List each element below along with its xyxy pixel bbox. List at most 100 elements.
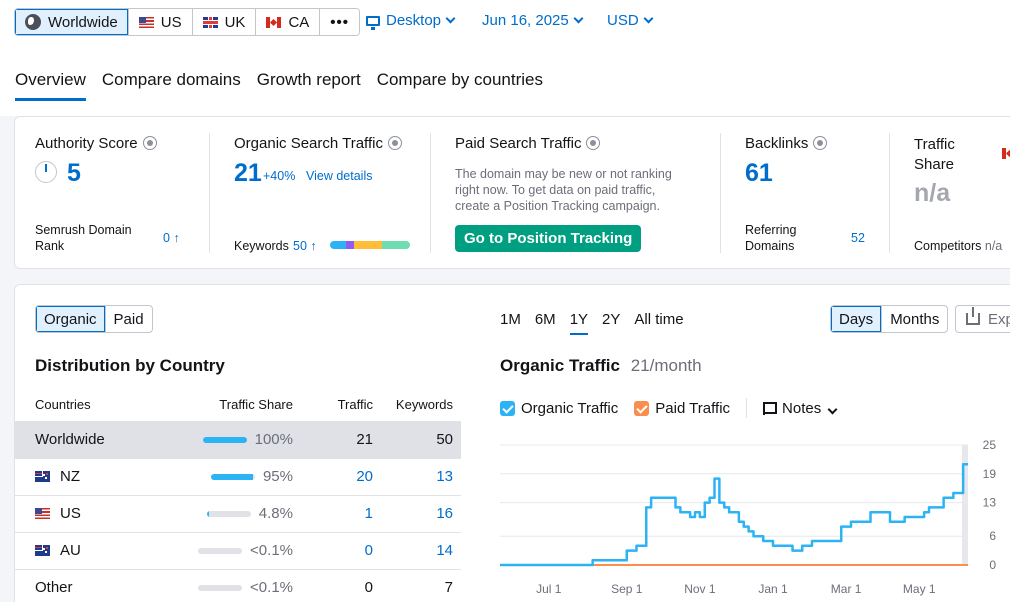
divider	[746, 398, 748, 418]
col-countries[interactable]: Countries	[35, 397, 91, 413]
chart-title: Organic Traffic	[500, 356, 620, 375]
share-bar	[206, 511, 251, 518]
location-segmented-control: Worldwide US UK CA •••	[14, 8, 361, 36]
toggle-months[interactable]: Months	[890, 310, 940, 328]
period-1y[interactable]: 1Y	[569, 311, 589, 335]
organic-traffic-line	[500, 462, 968, 567]
distribution-card: Organic Paid Distribution by Country Cou…	[14, 284, 1010, 602]
domain-rank-value[interactable]: 0 ↑	[163, 231, 180, 245]
us-flag-icon	[35, 508, 50, 519]
country-table: Countries Traffic Share Traffic Keywords…	[15, 389, 461, 602]
period-2y[interactable]: 2Y	[602, 311, 621, 328]
toggle-paid[interactable]: Paid	[113, 310, 144, 328]
chart-today-marker	[962, 445, 968, 565]
col-traffic[interactable]: Traffic	[337, 397, 373, 413]
share-bar	[198, 548, 243, 555]
chart-value: 21/month	[630, 356, 702, 375]
table-row[interactable]: Other <0.1% 0 7	[15, 568, 461, 602]
traffic-cell[interactable]: 0	[301, 531, 381, 569]
export-button[interactable]: Exp	[955, 305, 1010, 333]
country-cell: US	[15, 494, 165, 532]
y-tick-label: 6	[989, 529, 996, 543]
legend-organic[interactable]: Organic Traffic	[500, 400, 618, 417]
toggle-days[interactable]: Days	[831, 306, 883, 332]
referring-domains-value[interactable]: 52	[851, 231, 865, 245]
keywords-cell[interactable]: 14	[381, 531, 461, 569]
organic-traffic-chart[interactable]: 0 6 13 19 25 Jul 1 Sep 1 Nov 1 Jan 1 Mar 1 May 1	[500, 435, 1010, 600]
date-dropdown[interactable]: Jun 16, 2025	[482, 12, 584, 29]
nz-flag-icon	[35, 471, 50, 482]
more-icon: •••	[330, 13, 350, 31]
y-tick-label: 25	[983, 438, 997, 452]
keywords-label: Keywords	[234, 239, 289, 253]
authority-score-metric: Authority Score 5 Semrush Domain Rank 0 …	[35, 117, 215, 270]
view-details-link[interactable]: View details	[306, 169, 373, 183]
table-row[interactable]: NZ 95% 20 13	[15, 457, 461, 495]
chevron-down-icon	[573, 13, 584, 24]
tab-overview[interactable]: Overview	[15, 70, 86, 101]
top-bar: Worldwide US UK CA ••• Desktop Jun 16, 2…	[0, 0, 1010, 116]
traffic-cell: 0	[301, 568, 381, 602]
period-all-time[interactable]: All time	[634, 311, 684, 328]
info-icon[interactable]	[813, 136, 828, 150]
keywords-cell[interactable]: 16	[381, 494, 461, 532]
period-6m[interactable]: 6M	[534, 311, 556, 328]
paid-description: The domain may be new or not ranking rig…	[455, 167, 672, 213]
currency-dropdown[interactable]: USD	[607, 12, 654, 29]
checkbox-icon	[500, 400, 515, 416]
traffic-cell[interactable]: 1	[301, 494, 381, 532]
authority-score-value: 5	[67, 159, 81, 187]
referring-domains-label: Referring Domains	[745, 223, 797, 253]
go-to-position-tracking-button[interactable]: Go to Position Tracking	[455, 225, 642, 252]
export-label: Exp	[988, 310, 1010, 328]
segment-ca[interactable]: CA	[256, 9, 321, 35]
legend-paid[interactable]: Paid Traffic	[634, 400, 730, 417]
organic-traffic-value[interactable]: 21	[234, 159, 262, 187]
traffic-cell[interactable]: 20	[301, 457, 381, 495]
share-cell: 95%	[165, 457, 301, 495]
info-icon[interactable]	[586, 136, 601, 150]
y-tick-label: 13	[983, 496, 997, 510]
tab-compare-domains[interactable]: Compare domains	[101, 70, 241, 89]
device-dropdown[interactable]: Desktop	[366, 12, 456, 30]
country-cell: Worldwide	[15, 420, 165, 458]
divider	[209, 133, 210, 253]
organic-paid-toggle: Organic Paid	[35, 305, 153, 333]
y-tick-label: 0	[989, 558, 996, 572]
share-cell: 100%	[165, 420, 301, 458]
table-row[interactable]: Worldwide 100% 21 50	[15, 420, 461, 458]
domain-rank-label: Semrush Domain Rank	[35, 223, 132, 253]
share-cell: <0.1%	[165, 568, 301, 602]
ca-flag-icon	[266, 16, 282, 28]
col-traffic-share[interactable]: Traffic Share	[219, 397, 293, 413]
info-icon[interactable]	[387, 136, 402, 150]
notes-dropdown[interactable]: Notes	[763, 400, 838, 417]
x-tick-label: May 1	[903, 582, 936, 596]
keywords-segment	[330, 241, 346, 249]
tab-growth-report[interactable]: Growth report	[256, 70, 361, 89]
segment-worldwide[interactable]: Worldwide	[15, 9, 129, 35]
distribution-title: Distribution by Country	[35, 356, 225, 375]
uk-flag-icon	[202, 16, 218, 28]
traffic-share-metric: Traffic Share n/a Competitors n/a	[914, 117, 1010, 270]
period-1m[interactable]: 1M	[500, 311, 521, 328]
x-tick-label: Nov 1	[684, 582, 716, 596]
col-keywords[interactable]: Keywords	[395, 397, 453, 413]
x-tick-label: Mar 1	[831, 582, 862, 596]
toggle-organic[interactable]: Organic	[36, 306, 106, 332]
keywords-cell[interactable]: 13	[381, 457, 461, 495]
segment-uk[interactable]: UK	[192, 9, 257, 35]
table-row[interactable]: AU <0.1% 0 14	[15, 531, 461, 569]
table-row[interactable]: US 4.8% 1 16	[15, 494, 461, 532]
keywords-value[interactable]: 50 ↑	[293, 239, 317, 253]
keywords-cell: 7	[381, 568, 461, 602]
tab-compare-by-countries[interactable]: Compare by countries	[376, 70, 544, 89]
info-icon[interactable]	[142, 136, 157, 150]
chevron-down-icon	[445, 13, 456, 24]
backlinks-value[interactable]: 61	[745, 159, 773, 187]
segment-us[interactable]: US	[128, 9, 193, 35]
y-tick-label: 19	[983, 467, 997, 481]
currency-label: USD	[607, 12, 639, 29]
keywords-distribution-bar	[330, 241, 410, 249]
more-locations-button[interactable]: •••	[320, 9, 360, 35]
